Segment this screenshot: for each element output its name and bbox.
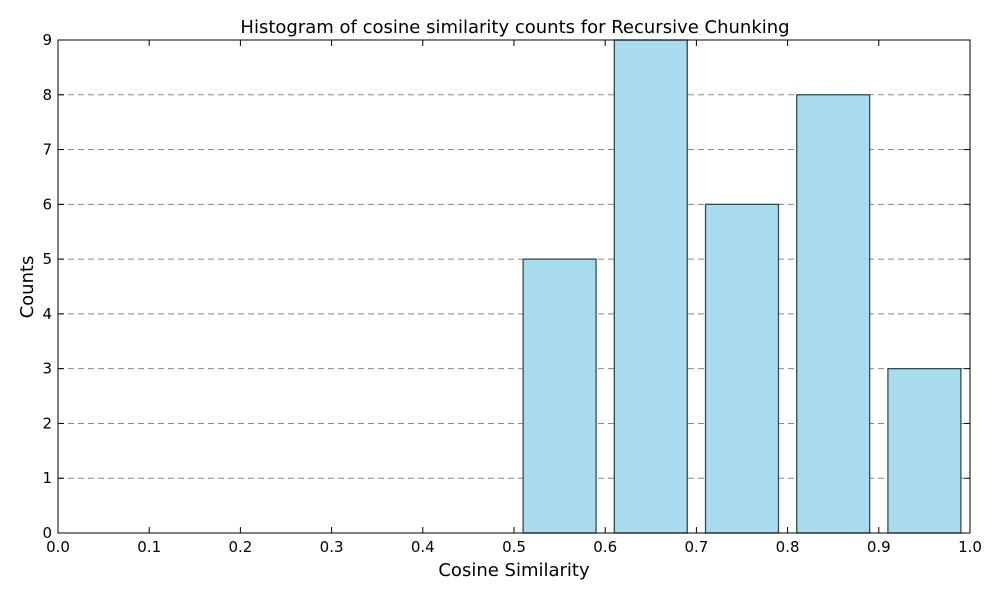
x-tick-label: 0.3 — [320, 538, 344, 556]
x-tick-label: 0.0 — [46, 538, 70, 556]
y-tick-label: 3 — [42, 360, 52, 378]
y-tick-label: 7 — [42, 141, 52, 159]
y-gridlines — [58, 94, 970, 479]
x-tick-label: 0.1 — [137, 538, 161, 556]
y-tick-label: 4 — [42, 305, 52, 323]
x-tick-label: 0.8 — [776, 538, 800, 556]
histogram-bar — [522, 258, 597, 534]
y-tick-label: 6 — [42, 195, 52, 213]
x-tick-label: 0.4 — [411, 538, 435, 556]
y-tick-label: 0 — [42, 524, 52, 542]
y-axis-label: Counts — [17, 256, 38, 319]
x-tick-label: 0.6 — [593, 538, 617, 556]
y-tick-label: 9 — [42, 31, 52, 49]
histogram-bars — [522, 39, 962, 534]
y-axis-tick-labels: 0 1 2 3 4 5 6 7 8 9 — [42, 31, 52, 542]
histogram-bar — [613, 39, 688, 534]
y-tick-label: 2 — [42, 414, 52, 432]
histogram-bar — [704, 203, 780, 534]
histogram-bar — [887, 368, 962, 534]
y-tick-label: 1 — [42, 469, 52, 487]
x-axis-tick-labels: 0.0 0.1 0.2 0.3 0.4 0.5 0.6 0.7 0.8 0.9 1.0 — [46, 538, 982, 556]
x-tick-label: 0.2 — [228, 538, 252, 556]
y-tick-label: 5 — [42, 250, 52, 268]
y-tick-label: 8 — [42, 86, 52, 104]
x-tick-label: 1.0 — [958, 538, 982, 556]
x-tick-label: 0.7 — [684, 538, 708, 556]
histogram-bar — [796, 94, 871, 534]
x-tick-label: 0.9 — [867, 538, 891, 556]
x-axis-label: Cosine Similarity — [438, 560, 590, 581]
axis-ticks — [57, 39, 971, 534]
chart-title: Histogram of cosine similarity counts fo… — [240, 17, 789, 38]
x-tick-label: 0.5 — [502, 538, 526, 556]
